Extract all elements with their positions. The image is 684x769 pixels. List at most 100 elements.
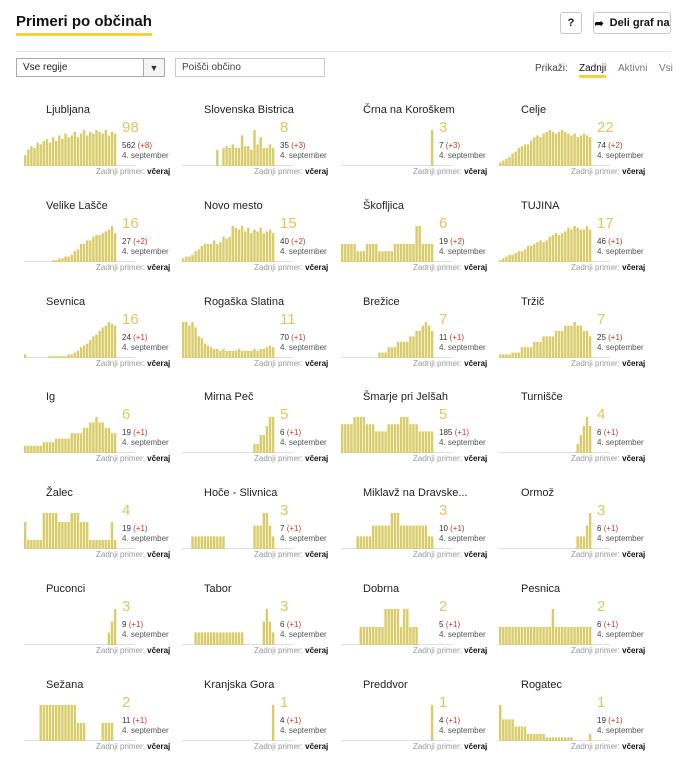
last-case: Zadnji primer: včeraj: [254, 550, 328, 559]
chart-bar: [51, 513, 55, 550]
last-case: Zadnji primer: včeraj: [96, 263, 170, 272]
municipality-search-input[interactable]: [175, 58, 325, 77]
last-case: Zadnji primer: včeraj: [571, 550, 645, 559]
municipality-card[interactable]: Miklavž na Dravske... 3 10 (+1) 4. septembe…: [334, 487, 487, 577]
municipality-card[interactable]: Sevnica 16 24 (+1) 4. september Zadnji prime…: [17, 296, 170, 386]
total-cases: 24 (+1): [122, 333, 148, 342]
chart-bar: [191, 254, 194, 262]
region-select[interactable]: Vse regije ▼: [16, 58, 165, 77]
last-case: Zadnji primer: včeraj: [413, 167, 487, 176]
municipality-bar-chart: [182, 225, 275, 262]
chart-bar: [73, 352, 77, 358]
last-case-value: včeraj: [305, 262, 329, 272]
chart-bar: [536, 135, 539, 166]
report-date: 4. september: [122, 725, 169, 735]
delta-value: (+1): [603, 524, 619, 534]
municipality-card[interactable]: Tržič 7 25 (+1) 4. september Zadnji primer: …: [492, 296, 645, 386]
municipality-card[interactable]: Hoče - Slivnica 3 7 (+1) 4. september Zadnji…: [175, 487, 328, 577]
municipality-card[interactable]: Rogatec 1 19 (+1) 4. september Zadnji primer…: [492, 679, 645, 769]
total-value: 11: [122, 715, 131, 725]
municipality-card[interactable]: Šmarje pri Jelšah 5 185 (+1) 4. september Za…: [334, 391, 488, 481]
municipality-bar-chart: [576, 513, 592, 550]
chart-bar: [499, 353, 502, 358]
report-date: 4. september: [597, 725, 644, 735]
chart-bar: [55, 140, 58, 166]
municipality-card[interactable]: Puconci 3 9 (+1) 4. september Zadnji primer:…: [17, 583, 170, 673]
chart-bar: [557, 330, 561, 358]
page-title: Primeri po občinah: [16, 13, 152, 36]
chart-bar: [64, 355, 67, 358]
municipality-card[interactable]: Žalec 4 19 (+1) 4. september Zadnji primer: …: [17, 487, 170, 577]
municipality-card[interactable]: Mirna Peč 5 6 (+1) 4. september Zadnji prime…: [175, 391, 328, 481]
last-case-label: Zadnji primer:: [413, 358, 462, 368]
municipality-card[interactable]: Škofljica 6 19 (+2) 4. september Zadnji prim…: [334, 200, 488, 290]
chart-bar: [216, 149, 219, 166]
chart-bar: [427, 536, 431, 550]
chart-bar: [222, 348, 225, 358]
municipality-card[interactable]: Turnišče 4 6 (+1) 4. september Zadnji primer…: [492, 391, 645, 481]
chart-bar: [384, 352, 387, 358]
municipality-card[interactable]: TUJINA 17 46 (+1) 4. september Zadnji primer…: [492, 200, 645, 290]
chart-bar: [265, 346, 269, 358]
total-value: 74: [597, 141, 606, 150]
chart-bar: [430, 704, 434, 741]
chart-bar: [104, 428, 108, 454]
municipality-card[interactable]: Dobrna 2 5 (+1) 4. september Zadnji primer: …: [334, 583, 487, 673]
municipality-card[interactable]: Črna na Koroškem 3 7 (+3) 4. september Zadnj…: [334, 104, 487, 194]
chart-bar: [341, 243, 344, 262]
chart-bar: [356, 417, 359, 454]
municipality-card[interactable]: Ig 6 19 (+1) 4. september Zadnji primer: vče…: [17, 391, 170, 481]
municipality-card[interactable]: Preddvor 1 4 (+1) 4. september Zadnji primer…: [334, 678, 487, 769]
total-cases: 46 (+1): [597, 237, 623, 246]
help-button[interactable]: ?: [560, 12, 582, 34]
chevron-down-icon[interactable]: ▼: [143, 59, 164, 76]
municipality-card[interactable]: Celje 22 74 (+2) 4. september Zadnji primer:…: [492, 104, 645, 194]
chart-bar: [39, 540, 42, 550]
chart-bar: [51, 442, 55, 454]
municipality-card[interactable]: Novo mesto 15 40 (+2) 4. september Zadnji pr…: [175, 200, 329, 290]
chart-bar: [95, 334, 98, 358]
show-option-aktivni[interactable]: Aktivni: [618, 63, 648, 74]
municipality-card[interactable]: Ljubljana 98 562 (+8) 4. september Zadnji pr…: [17, 104, 170, 194]
municipality-card[interactable]: Rogaška Slatina 11 70 (+1) 4. september Zadn…: [175, 296, 328, 386]
chart-bar: [396, 424, 400, 454]
total-value: 562: [122, 141, 136, 150]
chart-bar: [511, 254, 514, 262]
report-date: 4. september: [280, 630, 327, 639]
chart-bar: [197, 335, 200, 358]
chart-bar: [523, 627, 527, 645]
municipality-card[interactable]: Velike Lašče 16 27 (+2) 4. september Zadnji …: [17, 200, 170, 290]
last-case: Zadnji primer: včeraj: [413, 646, 487, 655]
chart-bar: [505, 719, 508, 741]
chart-bar: [48, 142, 52, 166]
chart-bar: [182, 258, 185, 262]
last-case-value: včeraj: [464, 262, 488, 272]
chart-bar: [573, 627, 576, 645]
municipality-card[interactable]: Pesnica 2 6 (+1) 4. september Zadnji primer:…: [492, 583, 645, 673]
delta-value: (+1): [454, 428, 470, 438]
chart-bar: [98, 540, 101, 550]
chart-bar: [79, 346, 83, 358]
chart-bar: [505, 256, 508, 262]
municipality-bar-chart: [24, 130, 117, 166]
municipality-card[interactable]: Sežana 2 11 (+1) 4. september Zadnji primer:…: [17, 679, 170, 769]
share-button[interactable]: ➦ Deli graf na: [593, 12, 671, 34]
last-case-value: včeraj: [464, 454, 488, 464]
show-option-vsi[interactable]: Vsi: [659, 63, 673, 74]
municipality-name: Preddvor: [363, 678, 408, 691]
municipality-card[interactable]: Kranjska Gora 1 4 (+1) 4. september Zadnji p…: [175, 679, 328, 769]
chart-bar: [70, 704, 73, 741]
municipality-card[interactable]: Ormož 3 6 (+1) 4. september Zadnji primer: v…: [492, 487, 645, 577]
total-value: 70: [280, 332, 289, 342]
active-cases-value: 1: [439, 693, 448, 711]
chart-bar: [536, 241, 539, 262]
municipality-card[interactable]: Brežice 7 11 (+1) 4. september Zadnji primer…: [334, 296, 487, 386]
chart-bar: [265, 426, 269, 454]
municipality-card[interactable]: Tabor 3 6 (+1) 4. september Zadnji primer: v…: [175, 583, 328, 673]
chart-bar: [89, 540, 92, 550]
municipality-card[interactable]: Slovenska Bistrica 8 35 (+3) 4. september Za…: [175, 104, 328, 194]
chart-bar: [387, 525, 390, 550]
show-option-zadnji[interactable]: Zadnji: [579, 63, 607, 78]
total-value: 6: [280, 620, 285, 629]
municipality-bar-chart: [271, 704, 275, 741]
